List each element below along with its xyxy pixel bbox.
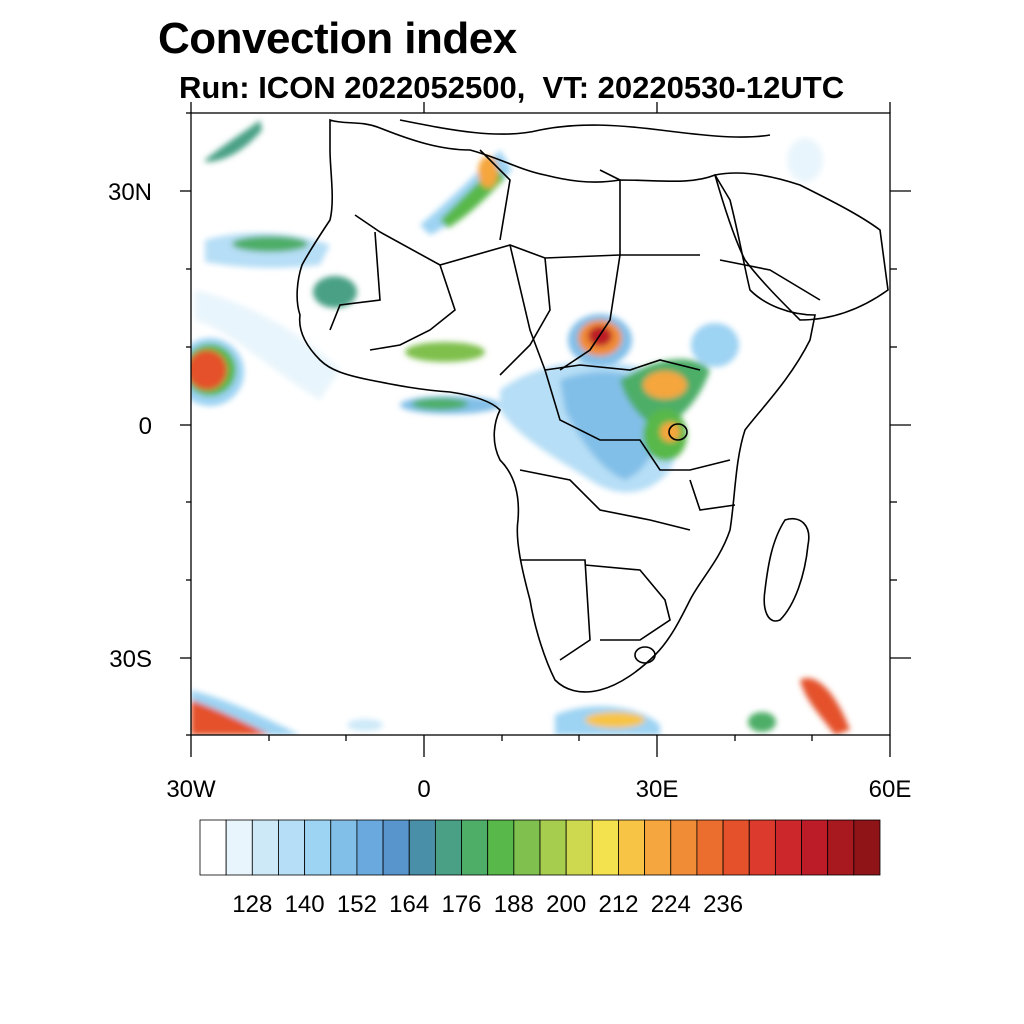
madagascar-coastline — [763, 518, 810, 622]
colorbar-swatch — [722, 819, 750, 876]
border — [369, 264, 456, 351]
convection-area-west-africa-haze — [195, 290, 340, 400]
border — [509, 244, 701, 371]
border — [559, 180, 621, 371]
mediterranean-coast — [399, 119, 771, 138]
colorbar-swatch — [513, 819, 541, 876]
colorbar-swatch — [382, 819, 410, 876]
border — [499, 257, 551, 376]
colorbar-label: 164 — [389, 891, 429, 918]
lat-label-0: 0 — [139, 413, 152, 440]
border — [544, 369, 731, 471]
colorbar-swatch — [696, 819, 724, 876]
colorbar-swatch — [670, 819, 698, 876]
colorbar-label: 212 — [598, 891, 638, 918]
colorbar-swatch — [644, 819, 672, 876]
lon-label-60e: 60E — [869, 776, 912, 803]
colorbar-swatch — [748, 819, 776, 876]
convection-area-algeria-peak — [478, 156, 498, 188]
convection-area-mozambique-channel — [748, 712, 776, 732]
convection-area-indian-ocean — [347, 719, 383, 731]
chart-subtitle: Run: ICON 2022052500, VT: 20220530-12UTC — [179, 70, 845, 105]
colorbar-swatch — [356, 819, 384, 876]
lesotho-border — [634, 646, 656, 664]
colorbar-label: 188 — [494, 891, 534, 918]
convection-area-arabia — [787, 138, 823, 182]
convection-area-madagascar-south — [800, 678, 850, 735]
lake-victoria — [668, 423, 688, 441]
colorbar-label: 200 — [546, 891, 586, 918]
border — [519, 469, 691, 531]
convection-area-nw-atlantic — [205, 120, 262, 162]
map-frame — [180, 102, 911, 757]
border — [479, 149, 511, 241]
colorbar-swatch — [565, 819, 593, 876]
colorbar-swatch — [487, 819, 515, 876]
colorbar-swatch — [199, 819, 227, 876]
colorbar-swatch — [304, 819, 332, 876]
convection-area-algeria — [420, 150, 512, 235]
colorbar-swatch — [330, 819, 358, 876]
arabia-coastline — [713, 172, 889, 321]
convection-area-ethiopia-south — [643, 371, 687, 399]
convection-area-mauritania — [313, 276, 357, 308]
convection-area-atlantic-core — [191, 350, 227, 390]
colorbar-swatch — [461, 819, 489, 876]
colorbar-swatch — [408, 819, 436, 876]
lat-label-30s: 30S — [109, 646, 152, 673]
colorbar-swatch — [251, 819, 279, 876]
border — [520, 559, 591, 661]
colorbar-swatch — [225, 819, 253, 876]
border — [329, 231, 381, 331]
colorbar-label: 224 — [651, 891, 691, 918]
lon-label-0: 0 — [417, 776, 430, 803]
colorbar-swatch — [827, 819, 855, 876]
convection-area-lake-region-core — [660, 422, 680, 442]
convection-area-gulf-guinea-core — [412, 398, 468, 410]
colorbar-swatch — [278, 819, 306, 876]
colorbar — [199, 819, 881, 876]
colorbar-swatch — [539, 819, 567, 876]
convection-area-guinea-coast — [405, 342, 485, 362]
colorbar-swatch — [853, 819, 881, 876]
colorbar-swatch — [591, 819, 619, 876]
convection-area-south-atlantic-core — [191, 700, 270, 735]
border — [354, 214, 700, 266]
colorbar-swatch — [801, 819, 829, 876]
lat-label-30n: 30N — [108, 179, 152, 206]
convection-area-ethiopia — [691, 323, 739, 367]
colorbar-swatch — [434, 819, 462, 876]
colorbar-swatch — [618, 819, 646, 876]
map-boundaries — [296, 118, 889, 693]
convection-area-west-sahara-core — [232, 236, 308, 252]
lon-label-30w: 30W — [166, 776, 216, 803]
border — [584, 564, 671, 641]
colorbar-label: 152 — [337, 891, 377, 918]
convection-field — [191, 120, 850, 735]
colorbar-label: 236 — [703, 891, 743, 918]
colorbar-label: 176 — [441, 891, 481, 918]
border — [719, 259, 821, 301]
border — [599, 169, 621, 181]
border — [689, 479, 736, 511]
colorbar-label: 128 — [232, 891, 272, 918]
colorbar-label: 140 — [285, 891, 325, 918]
convection-area-south-africa-core — [585, 712, 645, 728]
lon-label-30e: 30E — [636, 776, 679, 803]
colorbar-labels: 128 140 152 164 176 188 200 212 224 236 — [232, 891, 743, 918]
colorbar-swatch — [774, 819, 802, 876]
chart-title: Convection index — [158, 14, 517, 63]
